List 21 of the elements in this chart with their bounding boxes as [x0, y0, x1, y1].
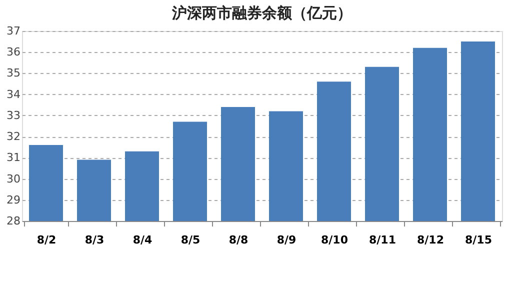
chart-title: 沪深两市融券余额（亿元） — [171, 4, 352, 22]
x-tick-label: 8/10 — [321, 234, 348, 246]
y-tick-label: 31 — [6, 151, 20, 164]
y-tick-label: 32 — [6, 130, 20, 144]
x-tick-label: 8/12 — [417, 234, 444, 246]
x-tick-label: 8/11 — [369, 234, 396, 246]
x-tick-label: 8/15 — [465, 234, 492, 246]
x-tick-label: 8/2 — [36, 234, 56, 246]
y-tick-label: 36 — [6, 46, 20, 59]
y-tick-label: 33 — [6, 108, 20, 122]
x-tick-label: 8/9 — [276, 234, 296, 246]
y-tick-label: 34 — [6, 88, 20, 101]
x-tick-label: 8/4 — [132, 234, 153, 246]
y-tick-label: 28 — [6, 214, 20, 228]
x-tick-label: 8/8 — [228, 234, 248, 246]
y-tick-label: 37 — [6, 24, 20, 38]
y-tick-label: 29 — [6, 193, 20, 206]
y-tick-label: 30 — [6, 172, 20, 186]
y-tick-label: 35 — [6, 66, 20, 80]
x-tick-label: 8/3 — [84, 234, 104, 246]
x-tick-label: 8/5 — [180, 234, 200, 246]
